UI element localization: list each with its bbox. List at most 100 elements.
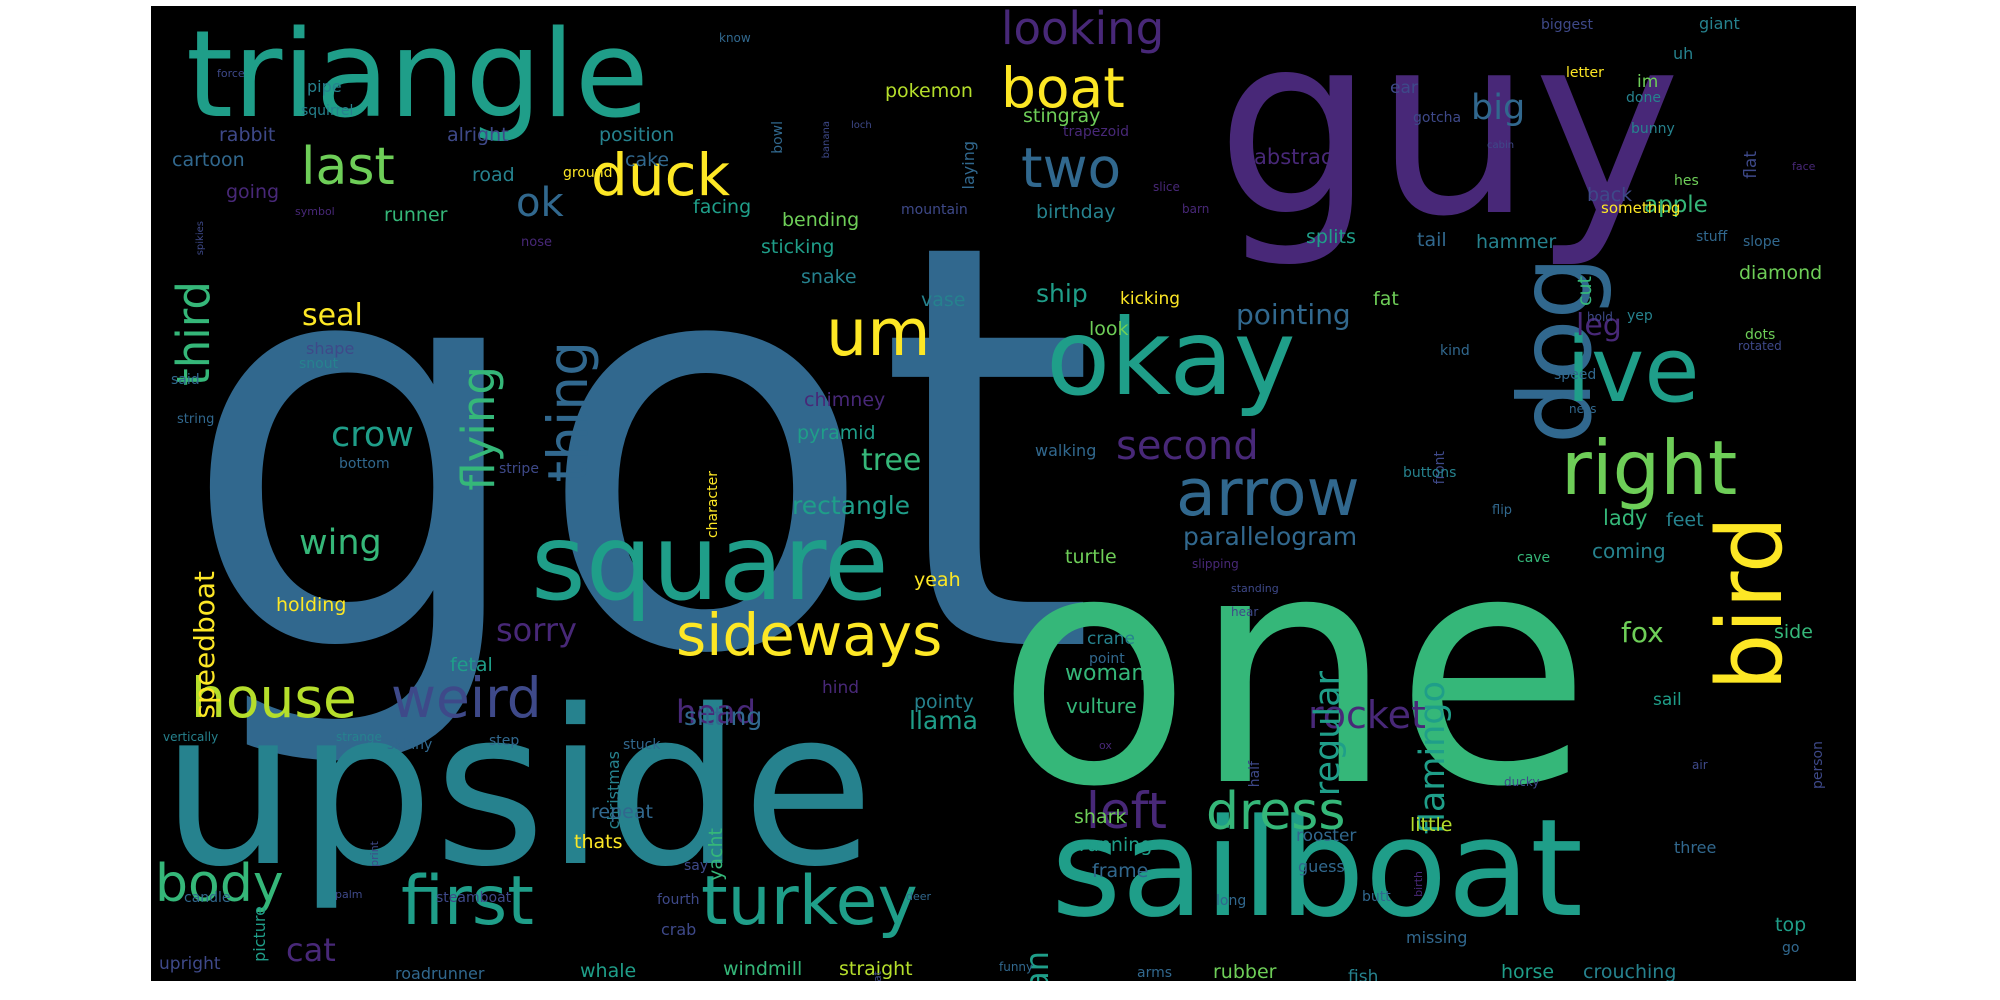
word-cut: cut xyxy=(1574,276,1596,306)
word-go: go xyxy=(1782,940,1800,956)
word-hold: hold xyxy=(1587,310,1613,324)
word-ducky: ducky xyxy=(1504,775,1540,789)
word-ship: ship xyxy=(1036,279,1088,308)
word-funny: funny xyxy=(999,960,1034,974)
word-crab: crab xyxy=(661,920,697,939)
word-kind: kind xyxy=(1440,343,1470,359)
word-arms: arms xyxy=(1137,965,1173,981)
word-diamond: diamond xyxy=(1739,262,1823,284)
word-body: body xyxy=(155,854,284,914)
word-cat: cat xyxy=(286,931,336,969)
word-something: something xyxy=(1601,199,1681,217)
word-pyramid: pyramid xyxy=(797,422,876,444)
word-hat: hat xyxy=(871,971,884,981)
word-guy: guy xyxy=(1216,6,1682,271)
word-done: done xyxy=(1626,90,1661,106)
word-vulture: vulture xyxy=(1066,694,1137,718)
word-biggest: biggest xyxy=(1541,17,1593,33)
word-head: head xyxy=(676,693,756,731)
word-fourth: fourth xyxy=(657,892,700,908)
word-fox: fox xyxy=(1621,616,1664,649)
word-triangle: triangle xyxy=(186,6,649,145)
word-turkey: turkey xyxy=(701,862,918,941)
word-back: back xyxy=(1587,184,1633,206)
word-cave: cave xyxy=(1517,550,1551,566)
word-hes: hes xyxy=(1674,173,1699,189)
word-print: print xyxy=(368,841,381,867)
word-facing: facing xyxy=(693,196,752,218)
word-banana: banana xyxy=(821,121,832,159)
word-flip: flip xyxy=(1492,503,1513,518)
word-gotcha: gotcha xyxy=(1413,110,1462,126)
word-rocket: rocket xyxy=(1308,693,1426,737)
word-half: half xyxy=(1247,761,1263,788)
word-stuff: stuff xyxy=(1696,229,1728,245)
word-ground: ground xyxy=(563,165,613,181)
word-house: house xyxy=(191,666,357,730)
word-vertically: vertically xyxy=(163,730,219,744)
word-feet: feet xyxy=(1666,509,1704,531)
word-uh: uh xyxy=(1673,44,1694,63)
word-squirrel: squirrel xyxy=(301,103,354,119)
word-square: square xyxy=(531,502,889,624)
word-cake: cake xyxy=(625,149,670,171)
word-bird: bird xyxy=(1698,516,1803,691)
word-standing: standing xyxy=(1231,582,1279,595)
word-crow: crow xyxy=(331,415,414,455)
word-vase: vase xyxy=(921,289,966,311)
word-coming: coming xyxy=(1592,539,1666,563)
word-ok: ok xyxy=(516,180,564,226)
word-runner: runner xyxy=(384,204,448,226)
word-bowl: bowl xyxy=(770,121,786,154)
word-thing: thing xyxy=(536,341,600,483)
word-picture: picture xyxy=(250,906,269,962)
word-step: step xyxy=(489,733,520,749)
word-side: side xyxy=(1774,621,1813,643)
word-bending: bending xyxy=(782,209,860,231)
word-tail: tail xyxy=(1417,229,1447,251)
word-um: um xyxy=(826,296,931,371)
word-spikies: spikies xyxy=(195,221,206,256)
word-point: point xyxy=(1089,651,1125,667)
word-bunny: bunny xyxy=(1631,121,1675,137)
word-string: string xyxy=(177,412,215,427)
word-stuck: stuck xyxy=(623,737,661,753)
word-alright: alright xyxy=(447,124,509,146)
word-three: three xyxy=(1674,838,1717,857)
word-force: force xyxy=(217,67,245,80)
word-sorry: sorry xyxy=(496,611,577,649)
word-guess: guess xyxy=(1298,857,1345,876)
word-flamingo: flamingo xyxy=(1413,681,1453,835)
word-hammer: hammer xyxy=(1476,231,1557,253)
word-last: last xyxy=(301,137,395,197)
word-ox: ox xyxy=(1099,739,1112,752)
word-flat: flat xyxy=(1741,151,1761,179)
word-said: said xyxy=(171,372,200,388)
word-parallelogram: parallelogram xyxy=(1183,522,1358,551)
word-windmill: windmill xyxy=(723,958,803,980)
word-rubber: rubber xyxy=(1213,961,1277,982)
word-symbol: symbol xyxy=(295,205,335,218)
word-missing: missing xyxy=(1406,928,1468,947)
word-stingray: stingray xyxy=(1023,105,1101,127)
word-pointing: pointing xyxy=(1236,298,1351,331)
word-im: im xyxy=(1637,72,1659,92)
word-sideways: sideways xyxy=(676,601,943,669)
word-stripe: stripe xyxy=(499,461,539,477)
word-person: person xyxy=(1810,741,1826,789)
word-flying: flying xyxy=(452,366,505,491)
word-upright: upright xyxy=(159,954,221,974)
word-slope: slope xyxy=(1743,234,1781,250)
word-nose: nose xyxy=(521,235,552,250)
word-ive: ive xyxy=(1566,318,1700,423)
word-deer: deer xyxy=(906,890,932,903)
word-little: little xyxy=(1410,814,1453,836)
word-yacht: yacht xyxy=(705,828,727,881)
word-fat: fat xyxy=(1373,288,1399,310)
word-position: position xyxy=(599,124,675,146)
word-know: know xyxy=(719,31,751,45)
word-speedboat: speedboat xyxy=(188,571,221,719)
word-top: top xyxy=(1775,914,1807,936)
word-laying: laying xyxy=(959,141,978,190)
word-giant: giant xyxy=(1699,14,1740,33)
